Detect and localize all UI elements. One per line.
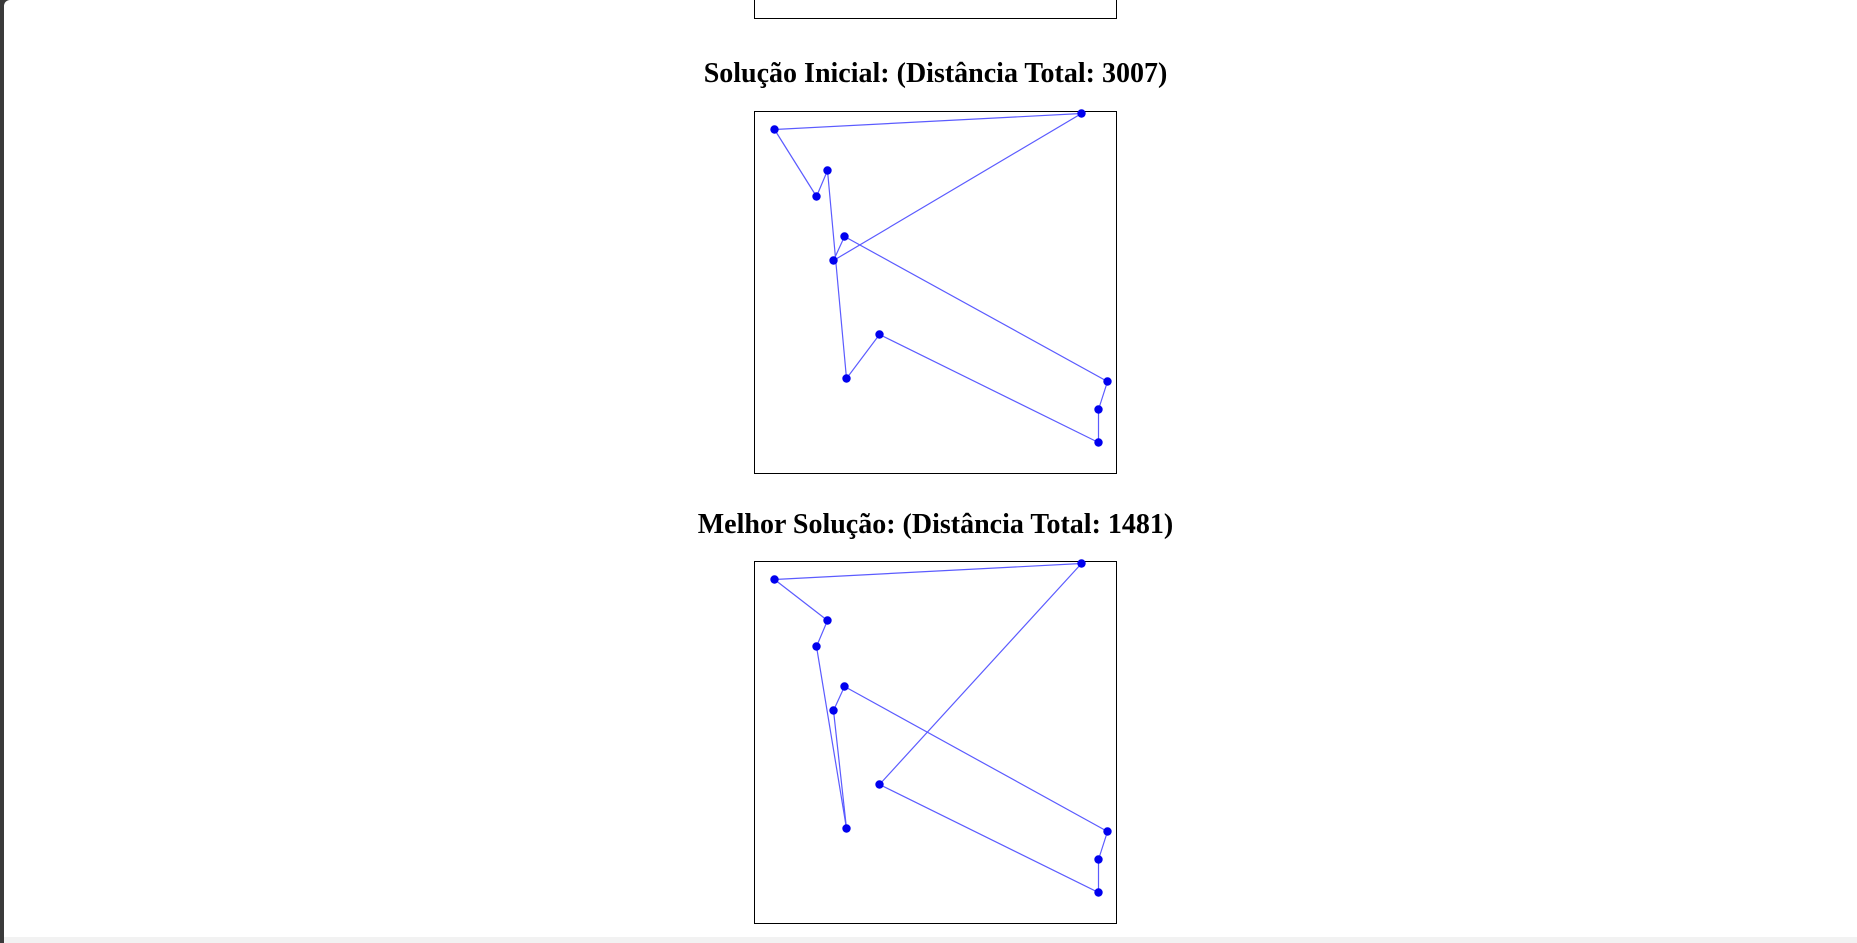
city-point — [842, 824, 851, 833]
route-edge — [832, 686, 846, 711]
city-point — [823, 166, 832, 175]
previous-plot-frame — [754, 0, 1117, 19]
city-point — [1103, 377, 1112, 386]
city-point — [840, 682, 849, 691]
best-solution-title: Melhor Solução: (Distância Total: 1481) — [697, 509, 1174, 540]
city-point — [1077, 109, 1086, 118]
route-edge — [774, 112, 1082, 131]
route-edge — [832, 236, 846, 261]
route-edge — [1097, 381, 1109, 410]
initial-solution-plot — [754, 109, 1117, 474]
city-point — [829, 706, 838, 715]
city-point — [1077, 559, 1086, 568]
route-edge — [815, 620, 829, 647]
best-solution-plot — [754, 559, 1117, 924]
route-edge — [1097, 831, 1109, 860]
city-point — [829, 256, 838, 265]
initial-route-svg — [770, 109, 1112, 447]
city-point — [770, 575, 779, 584]
route-edge — [879, 563, 1082, 785]
city-point — [1103, 827, 1112, 836]
city-point — [840, 232, 849, 241]
city-point — [1094, 855, 1103, 864]
route-edge — [826, 170, 848, 379]
city-point — [842, 374, 851, 383]
route-edge — [774, 579, 828, 621]
city-point — [1094, 438, 1103, 447]
best-route-svg — [770, 559, 1112, 897]
route-edge — [879, 333, 1099, 444]
route-edge — [774, 562, 1082, 581]
route-edge — [815, 646, 848, 829]
city-point — [1094, 405, 1103, 414]
route-edge — [879, 783, 1099, 894]
route-edge — [846, 334, 880, 379]
city-point — [823, 616, 832, 625]
route-edge — [832, 710, 848, 829]
city-point — [812, 192, 821, 201]
route-edge — [773, 129, 818, 197]
route-edge — [844, 685, 1108, 833]
route-edge — [844, 235, 1108, 383]
city-point — [1094, 888, 1103, 897]
route-edge — [833, 112, 1082, 262]
initial-solution-title: Solução Inicial: (Distância Total: 3007) — [703, 58, 1168, 89]
city-point — [770, 125, 779, 134]
city-point — [875, 780, 884, 789]
city-point — [812, 642, 821, 651]
route-edge — [815, 170, 829, 197]
city-point — [875, 330, 884, 339]
bottom-edge — [4, 937, 1857, 943]
page-canvas: Solução Inicial: (Distância Total: 3007)… — [4, 0, 1857, 943]
